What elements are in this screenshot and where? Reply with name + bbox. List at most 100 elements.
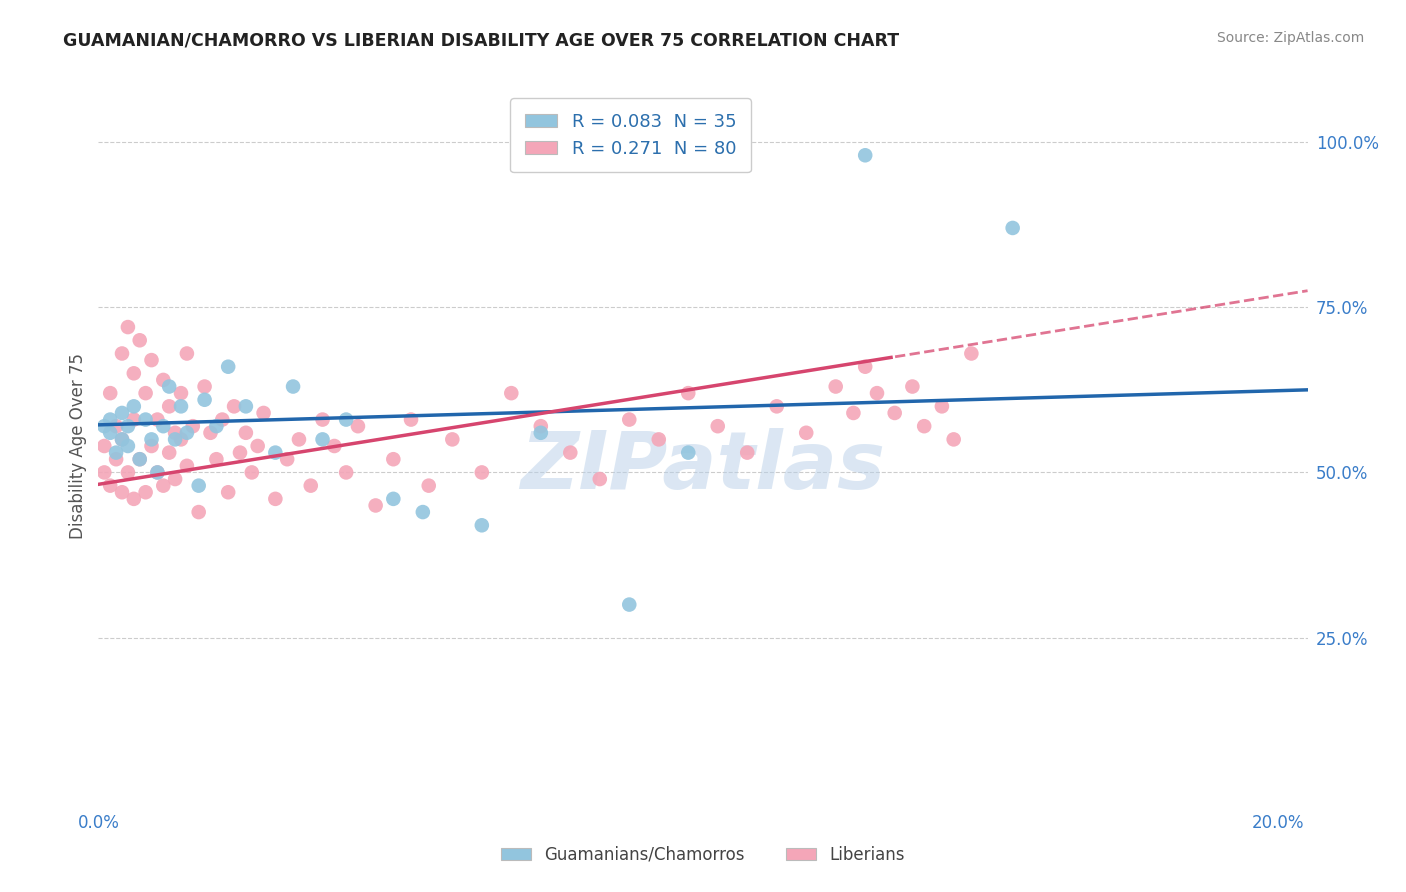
Point [194,392,217,407]
Point [200,425,222,440]
Point [176,458,198,473]
Point [93,439,115,453]
Point [794,425,817,440]
Point [165,433,187,447]
Point [157,445,180,459]
Point [901,379,924,393]
Point [98,478,121,492]
Legend: Guamanians/Chamorros, Liberians: Guamanians/Chamorros, Liberians [494,839,912,871]
Point [619,598,641,612]
Point [501,386,523,401]
Point [117,466,139,480]
Point [530,425,553,440]
Point [589,472,612,486]
Point [98,386,121,401]
Point [299,478,322,492]
Point [205,452,228,467]
Point [93,419,115,434]
Point [93,466,115,480]
Point [347,419,370,434]
Point [105,445,128,459]
Point [98,425,121,440]
Point [111,346,134,360]
Point [323,439,346,453]
Point [560,445,582,459]
Point [335,466,357,480]
Point [264,445,287,459]
Point [246,439,269,453]
Point [619,412,641,426]
Point [412,505,434,519]
Point [135,412,157,426]
Point [117,320,139,334]
Point [252,406,274,420]
Point [264,491,287,506]
Point [471,518,494,533]
Text: ZIPatlas: ZIPatlas [520,428,886,507]
Point [240,466,263,480]
Point [105,419,128,434]
Point [276,452,298,467]
Point [942,433,965,447]
Legend: R = 0.083  N = 35, R = 0.271  N = 80: R = 0.083 N = 35, R = 0.271 N = 80 [510,98,751,172]
Point [170,433,193,447]
Point [165,472,187,486]
Point [176,425,198,440]
Point [288,433,311,447]
Point [648,433,671,447]
Y-axis label: Disability Age Over 75: Disability Age Over 75 [69,353,87,539]
Point [165,425,187,440]
Point [471,466,494,480]
Point [181,419,204,434]
Point [678,445,700,459]
Point [98,412,121,426]
Point [281,379,304,393]
Point [170,386,193,401]
Point [211,412,233,426]
Point [364,499,387,513]
Point [122,491,145,506]
Point [382,452,405,467]
Point [530,419,553,434]
Text: GUAMANIAN/CHAMORRO VS LIBERIAN DISABILITY AGE OVER 75 CORRELATION CHART: GUAMANIAN/CHAMORRO VS LIBERIAN DISABILIT… [63,31,900,49]
Point [122,412,145,426]
Point [235,425,257,440]
Point [105,452,128,467]
Point [441,433,464,447]
Point [135,485,157,500]
Point [122,367,145,381]
Point [217,359,239,374]
Point [706,419,728,434]
Point [170,400,193,414]
Point [382,491,405,506]
Point [931,400,953,414]
Point [853,359,876,374]
Point [122,400,145,414]
Point [311,412,333,426]
Point [117,439,139,453]
Point [152,478,174,492]
Point [176,346,198,360]
Point [399,412,422,426]
Text: Source: ZipAtlas.com: Source: ZipAtlas.com [1216,31,1364,45]
Point [217,485,239,500]
Point [866,386,889,401]
Point [311,433,333,447]
Point [418,478,440,492]
Point [111,433,134,447]
Point [111,433,134,447]
Point [152,373,174,387]
Point [335,412,357,426]
Point [135,386,157,401]
Point [678,386,700,401]
Point [111,406,134,420]
Point [128,452,150,467]
Point [194,379,217,393]
Point [128,333,150,347]
Point [157,379,180,393]
Point [141,433,163,447]
Point [152,419,174,434]
Point [141,439,163,453]
Point [824,379,846,393]
Point [187,478,209,492]
